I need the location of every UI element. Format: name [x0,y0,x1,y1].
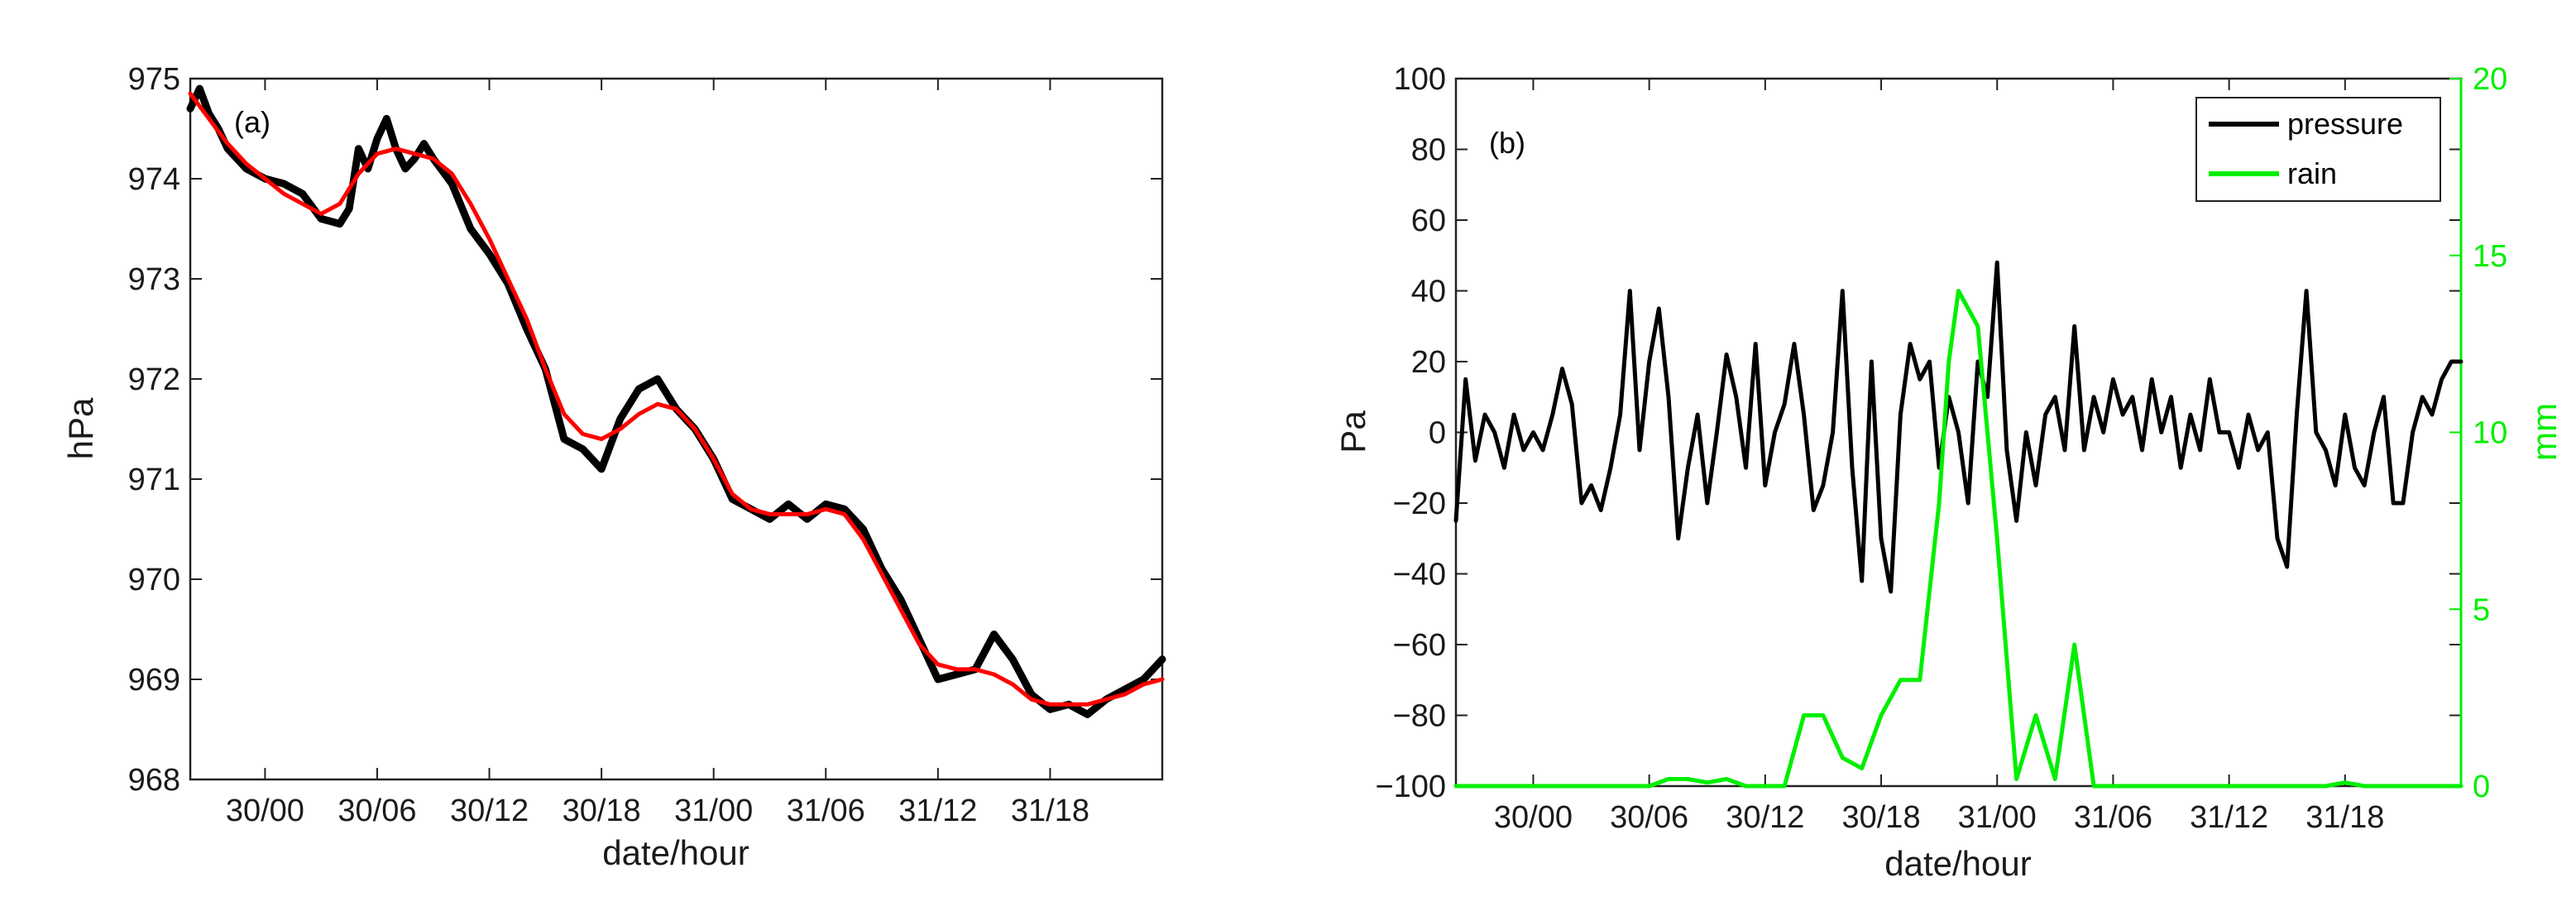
y-tick-label: −80 [1393,699,1446,734]
x-tick-label: 31/12 [898,794,977,828]
y-tick-label: 80 [1411,133,1446,168]
panel-b-y-axis-label: Pa [1333,410,1372,453]
panel-a-x-ticks: 30/00 30/06 30/12 30/18 31/00 31/06 31/12 31/18 [226,79,1089,828]
panel-a-series [186,84,1166,718]
x-tick-label: 31/06 [2074,800,2152,835]
legend-box [2195,97,2441,202]
y-tick-label: 40 [1411,275,1446,309]
legend-rain-label: rain [2287,156,2337,190]
panel-a-plot-frame [189,77,1164,781]
x-tick-label: 31/12 [2190,800,2268,835]
legend-pressure-label: pressure [2287,107,2403,141]
panel-a-y-ticks: 968 969 970 971 972 973 974 975 [128,62,1162,798]
x-tick-label: 30/18 [563,794,641,828]
x-tick-label: 31/00 [1958,800,2037,835]
x-tick-label: 30/00 [1494,800,1573,835]
y-tick-label: 970 [128,563,180,597]
panel-a-label: (a) [234,105,271,139]
y-tick-label: 973 [128,262,180,297]
right-y-tick-label: 10 [2473,416,2507,451]
x-tick-label: 31/06 [787,794,865,828]
panel-b-x-axis-label: date/hour [1884,844,2031,883]
y-tick-label: 20 [1411,345,1446,380]
y-tick-label: −40 [1393,558,1446,592]
x-tick-label: 31/18 [2305,800,2384,835]
y-tick-label: 60 [1411,204,1446,238]
x-tick-label: 30/18 [1841,800,1920,835]
pressure-series-line [1453,260,2463,594]
panel-a-y-axis-label: hPa [61,397,100,459]
x-tick-label: 30/12 [1726,800,1804,835]
y-tick-label: 974 [128,162,180,197]
panel-b-y-ticks: −100 −80 −60 −40 −20 0 20 40 60 80 100 [1375,62,2461,804]
y-tick-label: 968 [128,763,180,798]
y-tick-label: 975 [128,62,180,97]
panel-b: (b) −100 −80 −60 −40 −20 0 20 40 60 80 100 0 5 10 15 2… [1333,62,2564,883]
right-y-tick-label: 20 [2473,62,2507,97]
right-y-tick-label: 5 [2473,592,2490,627]
y-tick-label: −100 [1375,770,1446,804]
x-tick-label: 31/18 [1011,794,1089,828]
x-tick-label: 30/12 [450,794,529,828]
panel-b-x-ticks: 30/00 30/06 30/12 30/18 31/00 31/06 31/12 31/18 [1494,79,2384,835]
rain-series-line [1453,289,2463,789]
y-tick-label: 969 [128,663,180,698]
y-tick-label: 0 [1429,416,1446,451]
right-y-tick-label: 15 [2473,239,2507,274]
x-tick-label: 30/00 [226,794,304,828]
smoothed-pressure-series-line [188,91,1165,707]
panel-a-x-axis-label: date/hour [602,833,749,872]
panel-b-right-y-axis-label: mm [2525,403,2564,461]
panel-b-label: (b) [1489,126,1525,160]
panel-b-legend: pressure rain [2195,97,2441,202]
right-y-tick-label: 0 [2473,770,2490,804]
y-tick-label: 100 [1394,62,1446,97]
panel-b-right-y-ticks: 0 5 10 15 20 [2449,62,2507,804]
panel-b-series [1453,260,2463,789]
x-tick-label: 30/06 [1610,800,1688,835]
y-tick-label: 971 [128,463,180,497]
y-tick-label: −60 [1393,628,1446,663]
x-tick-label: 30/06 [338,794,416,828]
y-tick-label: 972 [128,362,180,397]
x-tick-label: 31/00 [674,794,753,828]
y-tick-label: −20 [1393,487,1446,521]
